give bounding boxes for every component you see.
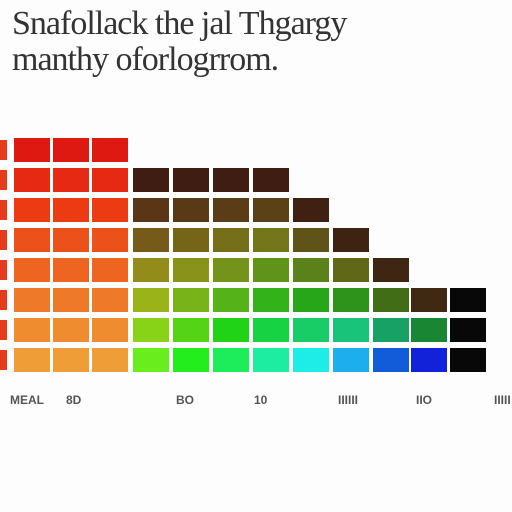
- cell: [213, 198, 249, 222]
- title-line: Snafollack the jal Thgargy: [12, 5, 347, 42]
- cell: [92, 138, 128, 162]
- cell: [14, 138, 50, 162]
- cell: [293, 198, 329, 222]
- cell: [133, 348, 169, 372]
- cell: [14, 198, 50, 222]
- cell: [173, 318, 209, 342]
- axis-label: IIO: [416, 393, 432, 407]
- cell: [253, 318, 289, 342]
- cell: [173, 168, 209, 192]
- cell: [92, 198, 128, 222]
- cell: [373, 318, 409, 342]
- cell: [53, 168, 89, 192]
- cell: [133, 168, 169, 192]
- axis-label: 10: [254, 393, 268, 407]
- cell: [14, 318, 50, 342]
- axis-label: IIIIII: [338, 393, 358, 407]
- edge-mark: [0, 140, 7, 160]
- cell: [450, 288, 486, 312]
- cell: [92, 228, 128, 252]
- cell: [92, 318, 128, 342]
- cell: [333, 318, 369, 342]
- cell: [53, 288, 89, 312]
- cell: [213, 288, 249, 312]
- cell: [253, 168, 289, 192]
- cell: [253, 258, 289, 282]
- cell: [92, 168, 128, 192]
- axis-label: 8D: [66, 393, 82, 407]
- edge-mark: [0, 320, 7, 340]
- cell: [92, 348, 128, 372]
- cell: [253, 348, 289, 372]
- title-line: manthy oforlogrrom.: [12, 41, 278, 78]
- cell: [173, 228, 209, 252]
- cell-grid: [0, 138, 486, 372]
- cell: [333, 288, 369, 312]
- cell: [373, 258, 409, 282]
- cell: [213, 168, 249, 192]
- edge-mark: [0, 260, 7, 280]
- cell: [411, 288, 447, 312]
- cell: [450, 318, 486, 342]
- cell: [213, 348, 249, 372]
- cell: [253, 198, 289, 222]
- cell: [14, 168, 50, 192]
- cell: [450, 348, 486, 372]
- cell: [173, 198, 209, 222]
- cell: [173, 258, 209, 282]
- cell: [53, 138, 89, 162]
- cell: [133, 288, 169, 312]
- edge-mark: [0, 230, 7, 250]
- edge-mark: [0, 200, 7, 220]
- cell: [92, 288, 128, 312]
- cell: [293, 258, 329, 282]
- cell: [293, 318, 329, 342]
- cell: [373, 288, 409, 312]
- cell: [14, 348, 50, 372]
- cell: [293, 348, 329, 372]
- cell: [411, 348, 447, 372]
- cell: [173, 348, 209, 372]
- cell: [213, 258, 249, 282]
- cell: [133, 228, 169, 252]
- cell: [133, 318, 169, 342]
- cell: [133, 198, 169, 222]
- cell: [133, 258, 169, 282]
- cell: [253, 228, 289, 252]
- cell: [53, 258, 89, 282]
- cell: [14, 288, 50, 312]
- cell: [213, 228, 249, 252]
- cell: [14, 228, 50, 252]
- cell: [373, 348, 409, 372]
- cell: [293, 228, 329, 252]
- cell: [53, 228, 89, 252]
- cell: [213, 318, 249, 342]
- axis-label: BO: [176, 393, 194, 407]
- cell: [173, 288, 209, 312]
- edge-mark: [0, 170, 7, 190]
- edge-mark: [0, 350, 7, 370]
- axis-label: IIIII: [494, 393, 511, 407]
- cell: [92, 258, 128, 282]
- edge-mark: [0, 290, 7, 310]
- cell: [411, 318, 447, 342]
- cell: [333, 348, 369, 372]
- cell: [53, 348, 89, 372]
- cell: [14, 258, 50, 282]
- cell: [293, 288, 329, 312]
- cell: [333, 228, 369, 252]
- cell: [253, 288, 289, 312]
- cell: [333, 258, 369, 282]
- cell: [53, 198, 89, 222]
- axis-labels: MEAL 8D BO 10 IIIIII IIO IIIII: [10, 393, 511, 407]
- cell: [53, 318, 89, 342]
- axis-label: MEAL: [10, 393, 44, 407]
